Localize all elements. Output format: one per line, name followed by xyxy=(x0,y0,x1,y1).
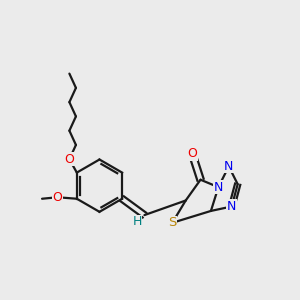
Text: O: O xyxy=(188,147,197,160)
Text: O: O xyxy=(64,153,74,166)
Text: N: N xyxy=(227,200,236,213)
Text: H: H xyxy=(132,215,142,228)
Text: S: S xyxy=(168,216,176,229)
Text: N: N xyxy=(224,160,233,173)
Text: O: O xyxy=(52,191,62,204)
Text: N: N xyxy=(214,181,223,194)
